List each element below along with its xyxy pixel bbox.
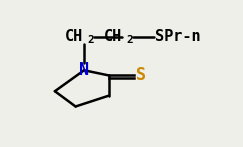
Text: CH: CH [65, 29, 83, 44]
Text: 2: 2 [88, 35, 95, 45]
Text: S: S [136, 66, 146, 84]
Text: 2: 2 [126, 35, 133, 45]
Text: CH: CH [104, 29, 122, 44]
Text: SPr-n: SPr-n [155, 29, 200, 44]
Text: N: N [79, 61, 89, 79]
